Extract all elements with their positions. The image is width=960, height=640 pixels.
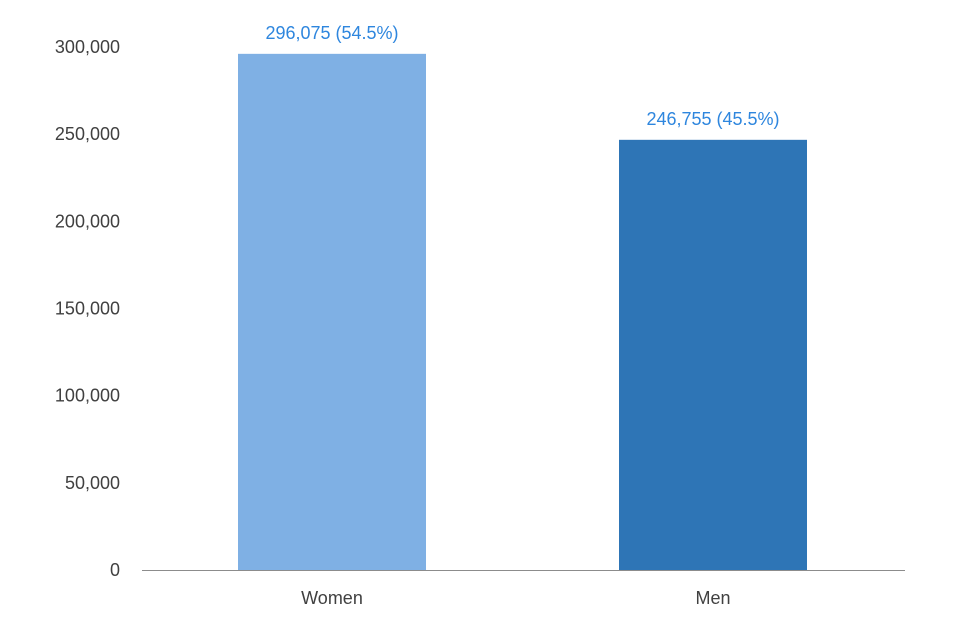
x-category-label: Women [301,588,363,608]
x-axis: Women Men [301,588,730,608]
bar-men [619,139,807,570]
y-tick-label: 150,000 [55,299,120,319]
y-tick-label: 100,000 [55,386,120,406]
bars [238,53,807,570]
bar-women [238,53,426,570]
y-tick-label: 0 [110,560,120,580]
y-tick-label: 250,000 [55,124,120,144]
x-category-label: Men [695,588,730,608]
y-tick-label: 300,000 [55,37,120,57]
data-label-men: 246,755 (45.5%) [646,109,779,129]
y-axis: 0 50,000 100,000 150,000 200,000 250,000 300,0… [55,37,120,580]
data-label-women: 296,075 (54.5%) [265,23,398,43]
y-tick-label: 200,000 [55,211,120,231]
data-labels: 296,075 (54.5%) 246,755 (45.5%) [265,23,779,129]
y-tick-label: 50,000 [65,473,120,493]
